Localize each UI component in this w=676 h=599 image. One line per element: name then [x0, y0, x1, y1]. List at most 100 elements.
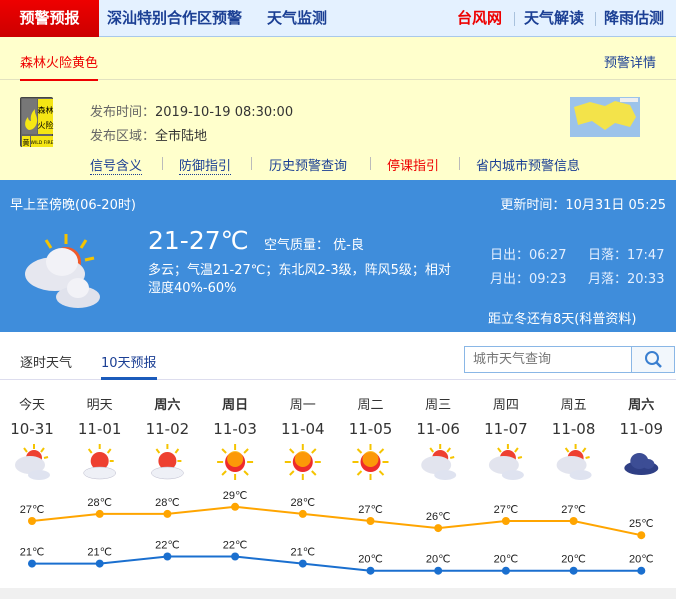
high-temp-label: 27℃	[20, 504, 45, 516]
divider	[595, 12, 596, 26]
high-temp-point	[434, 524, 443, 533]
high-temp-point	[569, 517, 578, 525]
svg-text:黄: 黄	[23, 138, 30, 147]
nav-shenshan-warning[interactable]: 深汕特别合作区预警	[107, 9, 243, 27]
forecast-day: 周一	[289, 398, 316, 413]
forecast-day: 周四	[492, 398, 519, 413]
nav-rain-estimate[interactable]: 降雨估测	[604, 9, 665, 27]
forecast-date: 11-03	[213, 420, 257, 438]
search-icon	[645, 351, 662, 368]
forecast-day: 周五	[560, 398, 587, 413]
footer-bar	[0, 588, 676, 599]
low-temp-label: 22℃	[155, 540, 180, 552]
weather-description: 多云；气温21-27℃；东北风2-3级，阵风5级；相对	[148, 263, 451, 278]
link-defense-guide[interactable]: 防御指引	[179, 155, 232, 175]
low-temp-point	[95, 559, 104, 568]
tab-hourly[interactable]: 逐时天气	[20, 356, 73, 371]
low-temp-label: 20℃	[629, 554, 654, 566]
forecast-date: 11-01	[77, 420, 122, 438]
sunrise: 日出：06:27	[490, 248, 567, 263]
low-temp-point	[637, 566, 646, 575]
forecast-day: 周三	[425, 398, 452, 413]
high-temp-point	[95, 509, 104, 518]
low-temp-point	[298, 559, 307, 568]
svg-text:WILD FIRE: WILD FIRE	[30, 140, 53, 146]
city-search	[464, 346, 675, 373]
high-temp-label: 28℃	[155, 497, 180, 509]
forecast-day: 明天	[86, 398, 113, 413]
low-temp-point	[434, 566, 443, 575]
high-temp-point	[163, 509, 172, 518]
forecast-date: 11-07	[484, 420, 528, 438]
publish-time: 发布时间：2019-10-19 08:30:00	[90, 101, 293, 120]
low-temp-point	[501, 566, 510, 575]
partly-cloudy-icon	[20, 232, 100, 326]
low-temp-point	[28, 559, 36, 568]
high-temp-label: 29℃	[223, 490, 248, 502]
sunset: 日落：17:47	[588, 248, 665, 263]
low-temp-label: 21℃	[291, 547, 316, 559]
temperature-range: 21-27℃	[148, 226, 249, 255]
forecast-date: 11-02	[145, 420, 190, 438]
solar-term-countdown[interactable]: 距立冬还有8天(科普资料)	[488, 312, 637, 327]
link-province-warnings[interactable]: 省内城市预警信息	[476, 159, 581, 174]
sunny-icon	[352, 444, 389, 480]
low-temp-label: 21℃	[20, 547, 45, 559]
high-temp-point	[637, 531, 646, 540]
forecast-tabs: 逐时天气 10天预报	[0, 332, 676, 380]
low-temp-label: 20℃	[358, 554, 383, 566]
forecast-date: 11-05	[348, 420, 393, 438]
partly-cloudy-icon	[15, 444, 50, 480]
nav-weather-monitor[interactable]: 天气监测	[267, 9, 328, 27]
svg-text:火险: 火险	[38, 120, 54, 130]
ten-day-forecast: 27℃ 28℃ 28℃ 29℃ 28℃ 27℃ 26℃ 27℃ 27℃ 25℃ 21℃ 21℃ 22℃ 2…	[0, 380, 676, 599]
partly-cloudy-icon	[421, 444, 457, 480]
link-history-query[interactable]: 历史预警查询	[269, 159, 348, 174]
link-class-suspension[interactable]: 停课指引	[387, 159, 440, 174]
link-signal-meaning[interactable]: 信号含义	[90, 155, 143, 175]
low-temp-point	[231, 552, 240, 561]
forecast-date: 10-31	[10, 420, 54, 438]
nav-weather-interpretation[interactable]: 天气解读	[524, 9, 585, 27]
nav-warning-forecast[interactable]: 预警预报	[0, 0, 99, 37]
warning-map-thumbnail[interactable]	[570, 97, 640, 137]
tab-10-day[interactable]: 10天预报	[101, 352, 157, 380]
warning-tabs: 森林火险黄色 预警详情	[0, 37, 676, 81]
high-temp-label: 25℃	[629, 518, 654, 530]
forecast-day: 今天	[18, 398, 45, 413]
high-temp-point	[501, 517, 510, 525]
moonset: 月落：20:33	[588, 272, 665, 287]
high-temp-label: 28℃	[87, 497, 112, 509]
svg-text:森林: 森林	[38, 105, 54, 115]
city-search-input[interactable]	[465, 347, 632, 372]
publish-time-label: 发布时间：	[90, 105, 156, 120]
top-nav: 预警预报 深汕特别合作区预警 天气监测 台风网 天气解读 降雨估测	[0, 0, 676, 37]
low-temp-label: 20℃	[426, 554, 451, 566]
warning-panel: 森林火险黄色 预警详情 森林 火险 黄 WILD FIRE 发布时间：2019-…	[0, 37, 676, 180]
sunny-cloudy-icon	[83, 444, 116, 480]
forecast-day: 周二	[357, 398, 384, 413]
high-temp-label: 26℃	[426, 511, 451, 523]
low-temp-label: 22℃	[223, 540, 248, 552]
low-temp-line	[32, 555, 642, 572]
partly-cloudy-icon	[556, 444, 592, 480]
high-temp-line	[31, 505, 642, 537]
partly-cloudy-icon	[488, 444, 524, 480]
high-temp-point	[366, 517, 375, 525]
forecast-date: 11-08	[551, 420, 596, 438]
warning-detail-link[interactable]: 预警详情	[603, 56, 656, 71]
low-temp-label: 20℃	[494, 554, 519, 566]
low-temp-point	[163, 552, 172, 561]
search-button[interactable]	[631, 347, 674, 372]
tab-forest-fire-yellow[interactable]: 森林火险黄色	[20, 52, 99, 81]
sunny-icon	[284, 444, 321, 480]
moonrise: 月出：09:23	[490, 272, 567, 287]
forecast-date: 11-04	[281, 420, 325, 438]
current-weather-panel: 早上至傍晚(06-20时) 更新时间：10月31日 05:25 21-27℃ 空…	[0, 180, 676, 332]
nav-typhoon[interactable]: 台风网	[457, 9, 503, 27]
forecast-day: 周日	[222, 398, 249, 413]
high-temp-point	[298, 509, 307, 518]
air-quality: 空气质量： 优-良	[264, 238, 364, 253]
divider	[162, 157, 163, 170]
forecast-day: 周六	[154, 398, 181, 413]
